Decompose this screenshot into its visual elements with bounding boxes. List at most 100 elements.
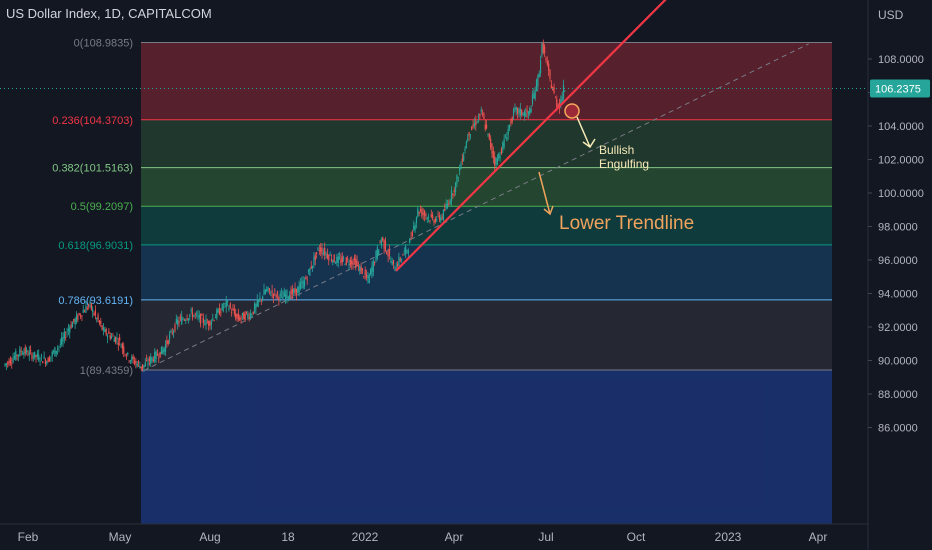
candle-body [224, 303, 226, 305]
candle-body [355, 258, 357, 268]
candle-body [440, 217, 442, 221]
candle-body [151, 357, 153, 361]
candle-body [183, 319, 186, 321]
candle-body [445, 204, 447, 209]
lower-trendline-label: Lower Trendline [559, 213, 695, 234]
candle-body [490, 138, 492, 148]
candle-body [500, 148, 503, 154]
candle-body [167, 340, 169, 344]
candle-body [19, 348, 21, 356]
candle-body [173, 331, 175, 333]
candles [4, 39, 566, 373]
fib-level-label: 0.618(96.9031) [58, 240, 133, 252]
candle-body [206, 322, 208, 324]
time-tick-label: 2023 [715, 530, 742, 544]
candle-body [280, 292, 283, 294]
candle-body [86, 307, 88, 310]
support-line [143, 43, 809, 371]
candle-body [177, 319, 179, 325]
candle-body [5, 363, 7, 365]
candle-body [133, 361, 136, 364]
candle-body [310, 266, 312, 269]
candle-body [305, 277, 307, 280]
candle-body [294, 287, 296, 293]
candle-body [128, 360, 130, 362]
candle-body [423, 210, 426, 216]
candle-body [426, 217, 428, 220]
price-tick-label: 104.0000 [878, 121, 924, 133]
candle-body [20, 351, 22, 353]
candle-body [352, 261, 354, 266]
candle-body [34, 351, 36, 358]
candle-body [405, 246, 407, 254]
candle-body [235, 313, 237, 319]
candle-body [298, 285, 300, 293]
candle-body [186, 318, 188, 320]
candle-body [23, 352, 25, 355]
candle-body [182, 319, 184, 320]
candle-body [27, 354, 29, 356]
candle-body [494, 156, 496, 166]
candle-body [100, 320, 102, 325]
candle-body [448, 203, 450, 205]
candle-body [289, 295, 291, 299]
candle-body [538, 73, 540, 77]
candle-body [301, 282, 303, 284]
candle-body [556, 99, 558, 108]
candle-body [276, 291, 279, 295]
price-tick-label: 94.0000 [878, 289, 918, 301]
candle-body [42, 361, 44, 364]
candle-body [306, 279, 308, 281]
candle-body [403, 250, 405, 252]
candle-body [353, 257, 356, 261]
candle-body [459, 167, 461, 171]
candle-body [432, 214, 434, 219]
candle-body [486, 124, 488, 129]
fib-level-label: 0.236(104.3703) [52, 115, 133, 127]
candle-body [429, 220, 431, 222]
candle-body [409, 238, 411, 244]
candle-body [221, 304, 223, 311]
candle-body [124, 354, 126, 356]
candle-body [321, 247, 323, 255]
candle-body [344, 264, 346, 266]
candle-body [63, 331, 65, 339]
candle-body [392, 259, 395, 265]
candle-body [545, 57, 547, 61]
candle-body [514, 107, 516, 110]
candle-body [360, 266, 362, 274]
candle-body [413, 225, 415, 230]
candle-body [274, 290, 276, 292]
candle-body [554, 97, 557, 99]
candle-body [44, 359, 47, 365]
fib-zone [141, 244, 832, 300]
candle-body [248, 316, 250, 319]
bullish-engulfing-label: Bullish Engulfing [599, 143, 650, 171]
candle-body [13, 356, 16, 359]
candle-body [326, 253, 329, 259]
candle-body [357, 265, 360, 267]
candle-body [152, 359, 154, 362]
candle-body [50, 356, 52, 358]
fib-level-label: 1(89.4359) [80, 365, 133, 377]
candle-body [325, 253, 327, 255]
candle-body [16, 355, 18, 356]
candle-body [255, 304, 257, 309]
price-tick-label: 98.0000 [878, 222, 918, 234]
candle-body [425, 214, 427, 217]
candle-body [25, 349, 28, 353]
candle-body [164, 344, 167, 352]
candle-body [541, 43, 543, 56]
candle-body [71, 322, 74, 328]
candle-body [106, 335, 109, 338]
candle-body [457, 177, 459, 179]
candle-body [422, 212, 424, 215]
candle-body [43, 356, 45, 359]
candle-body [92, 309, 94, 313]
candle-body [345, 257, 347, 265]
candle-body [51, 351, 53, 357]
candle-body [372, 260, 374, 272]
candle-body [356, 260, 358, 265]
candle-body [256, 299, 258, 307]
